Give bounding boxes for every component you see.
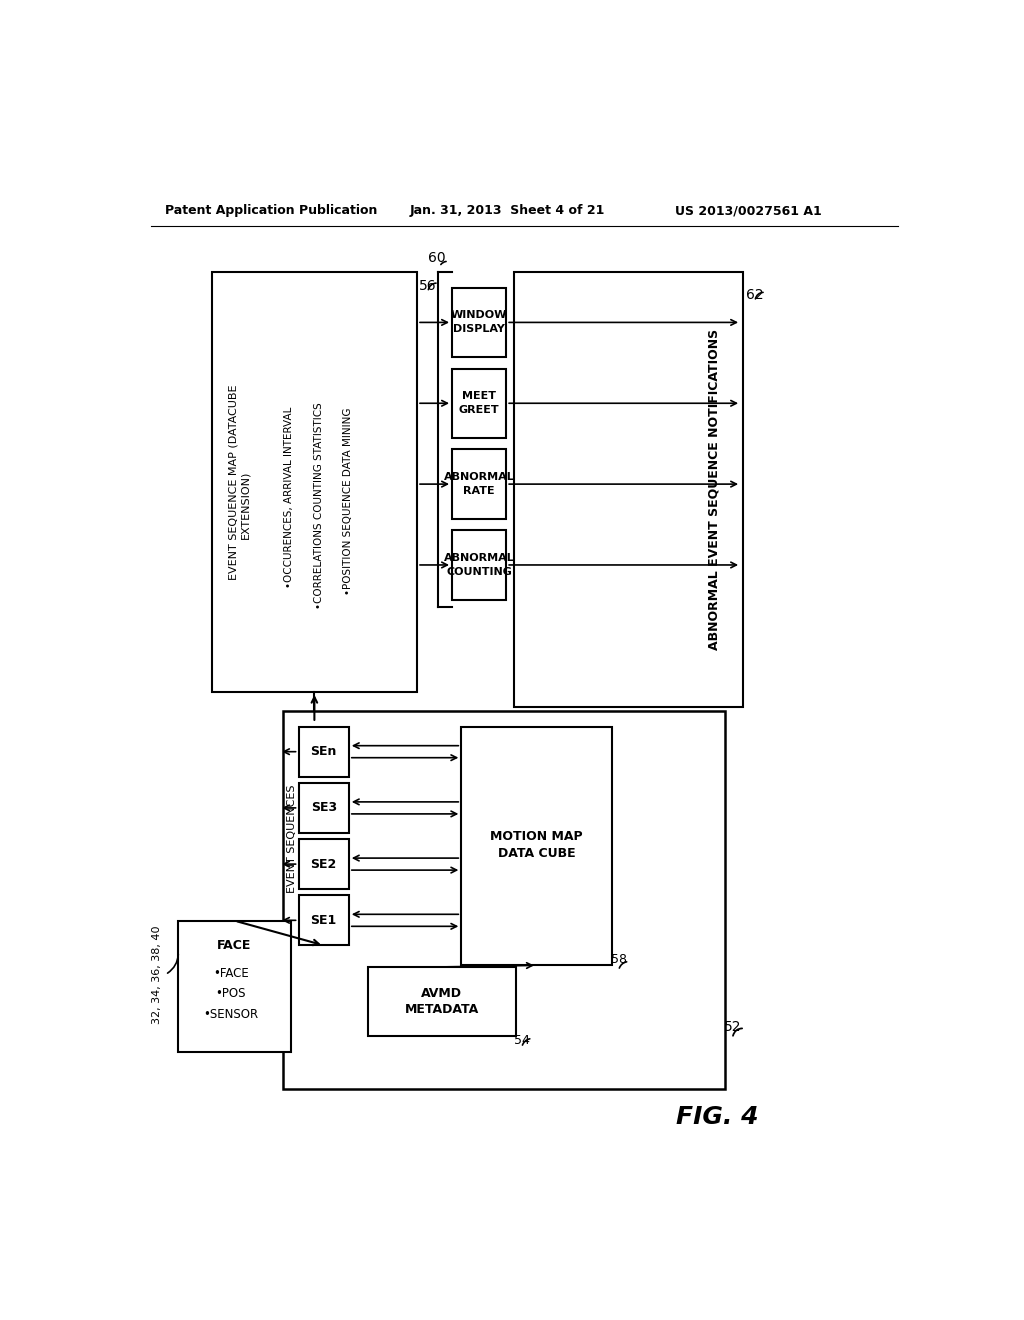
Bar (461, 726, 612, 965)
Text: Patent Application Publication: Patent Application Publication (165, 205, 378, 218)
Text: ABNORMAL EVENT SEQUENCE NOTIFICATIONS: ABNORMAL EVENT SEQUENCE NOTIFICATIONS (707, 329, 720, 651)
Text: MOTION MAP: MOTION MAP (490, 830, 583, 843)
Text: MEET: MEET (462, 391, 496, 401)
Text: 54: 54 (514, 1034, 529, 1047)
Bar (369, 966, 515, 1036)
Bar (299, 840, 349, 890)
Text: •SENSOR: •SENSOR (203, 1008, 258, 1022)
Text: •FACE: •FACE (213, 966, 249, 979)
Text: AVMD: AVMD (421, 987, 463, 1001)
Text: 52: 52 (724, 1020, 741, 1034)
Bar (299, 783, 349, 833)
Text: FIG. 4: FIG. 4 (676, 1105, 758, 1129)
Text: ABNORMAL: ABNORMAL (443, 553, 514, 564)
Text: 32, 34, 36, 38, 40: 32, 34, 36, 38, 40 (153, 925, 163, 1024)
Text: EVENT SEQUENCE MAP (DATACUBE: EVENT SEQUENCE MAP (DATACUBE (228, 384, 239, 579)
Text: DATA CUBE: DATA CUBE (498, 847, 575, 861)
Text: ABNORMAL: ABNORMAL (443, 473, 514, 482)
Text: SE1: SE1 (310, 913, 337, 927)
Text: EXTENSION): EXTENSION) (241, 471, 251, 540)
Text: SE2: SE2 (310, 858, 337, 871)
Text: METADATA: METADATA (404, 1003, 479, 1016)
Text: •CORRELATIONS COUNTING STATISTICS: •CORRELATIONS COUNTING STATISTICS (313, 401, 324, 609)
Text: 56: 56 (419, 280, 437, 293)
Bar (452, 531, 506, 599)
Text: 62: 62 (746, 289, 764, 302)
Text: US 2013/0027561 A1: US 2013/0027561 A1 (675, 205, 821, 218)
Bar (514, 272, 742, 708)
Text: FACE: FACE (217, 939, 252, 952)
Bar (299, 726, 349, 776)
Text: 60: 60 (428, 252, 445, 265)
Text: •OCCURENCES, ARRIVAL INTERVAL: •OCCURENCES, ARRIVAL INTERVAL (285, 407, 294, 589)
Text: DISPLAY: DISPLAY (454, 325, 505, 334)
Text: •POS: •POS (215, 987, 246, 1001)
Bar (452, 288, 506, 356)
Bar (299, 895, 349, 945)
Text: 58: 58 (610, 953, 627, 966)
Text: RATE: RATE (463, 486, 495, 496)
Text: SE3: SE3 (310, 801, 337, 814)
Text: EVENT SEQUENCES: EVENT SEQUENCES (288, 784, 297, 892)
Bar (452, 368, 506, 438)
Bar (452, 449, 506, 519)
Text: GREET: GREET (459, 405, 500, 416)
Bar (178, 921, 291, 1052)
Text: WINDOW: WINDOW (451, 310, 507, 321)
Text: COUNTING: COUNTING (446, 566, 512, 577)
Text: SEn: SEn (310, 746, 337, 758)
Text: Jan. 31, 2013  Sheet 4 of 21: Jan. 31, 2013 Sheet 4 of 21 (410, 205, 605, 218)
Bar (212, 272, 417, 692)
Bar (283, 711, 725, 1089)
Text: •POSITION SEQUENCE DATA MINING: •POSITION SEQUENCE DATA MINING (343, 408, 353, 595)
